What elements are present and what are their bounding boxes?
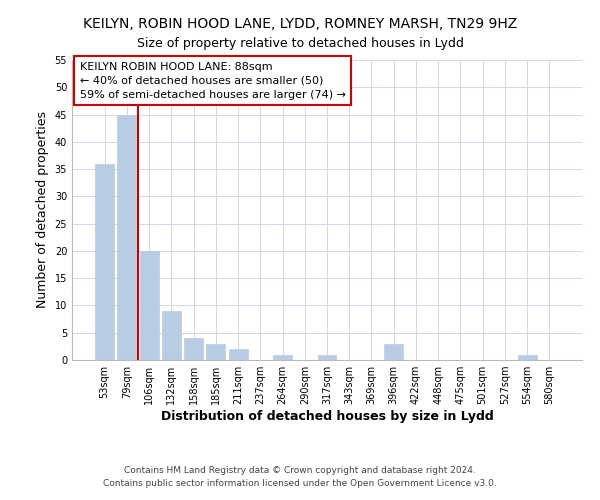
Y-axis label: Number of detached properties: Number of detached properties (36, 112, 49, 308)
Bar (273, 354, 292, 360)
Text: KEILYN, ROBIN HOOD LANE, LYDD, ROMNEY MARSH, TN29 9HZ: KEILYN, ROBIN HOOD LANE, LYDD, ROMNEY MA… (83, 18, 517, 32)
Bar (518, 354, 536, 360)
X-axis label: Distribution of detached houses by size in Lydd: Distribution of detached houses by size … (161, 410, 493, 423)
Bar (184, 338, 203, 360)
Bar (317, 354, 337, 360)
Bar (140, 251, 158, 360)
Bar (229, 349, 248, 360)
Text: Size of property relative to detached houses in Lydd: Size of property relative to detached ho… (137, 38, 463, 51)
Bar (206, 344, 225, 360)
Bar (95, 164, 114, 360)
Bar (384, 344, 403, 360)
Bar (118, 114, 136, 360)
Bar (162, 311, 181, 360)
Text: Contains HM Land Registry data © Crown copyright and database right 2024.
Contai: Contains HM Land Registry data © Crown c… (103, 466, 497, 487)
Text: KEILYN ROBIN HOOD LANE: 88sqm
← 40% of detached houses are smaller (50)
59% of s: KEILYN ROBIN HOOD LANE: 88sqm ← 40% of d… (80, 62, 346, 100)
